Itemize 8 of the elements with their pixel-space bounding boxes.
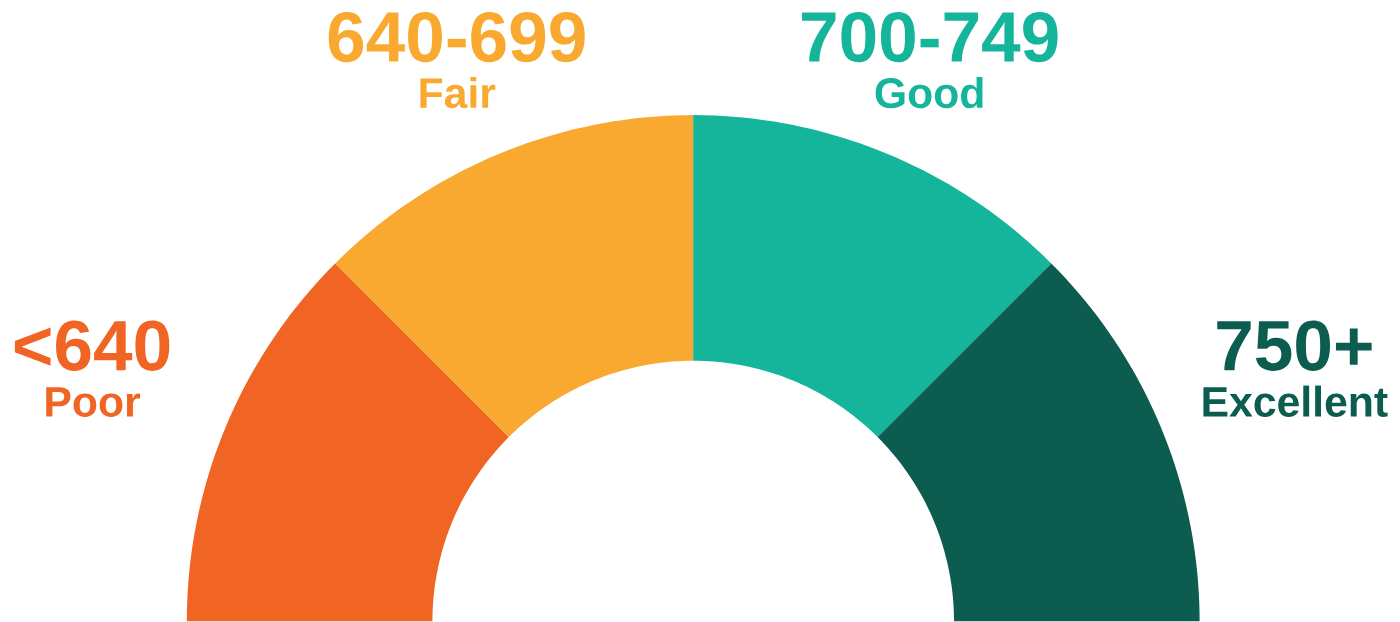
slice-label: Fair bbox=[420, 77, 496, 109]
data-label: 700-749 bbox=[802, 12, 1058, 63]
slice-label: Poor bbox=[46, 387, 141, 418]
data-label: 750+ bbox=[1217, 320, 1372, 372]
data-label: 640-699 bbox=[328, 12, 585, 63]
data-label: <640 bbox=[14, 320, 170, 372]
slice-label: Excellent bbox=[1203, 385, 1388, 418]
slice-label: Good bbox=[875, 77, 983, 109]
